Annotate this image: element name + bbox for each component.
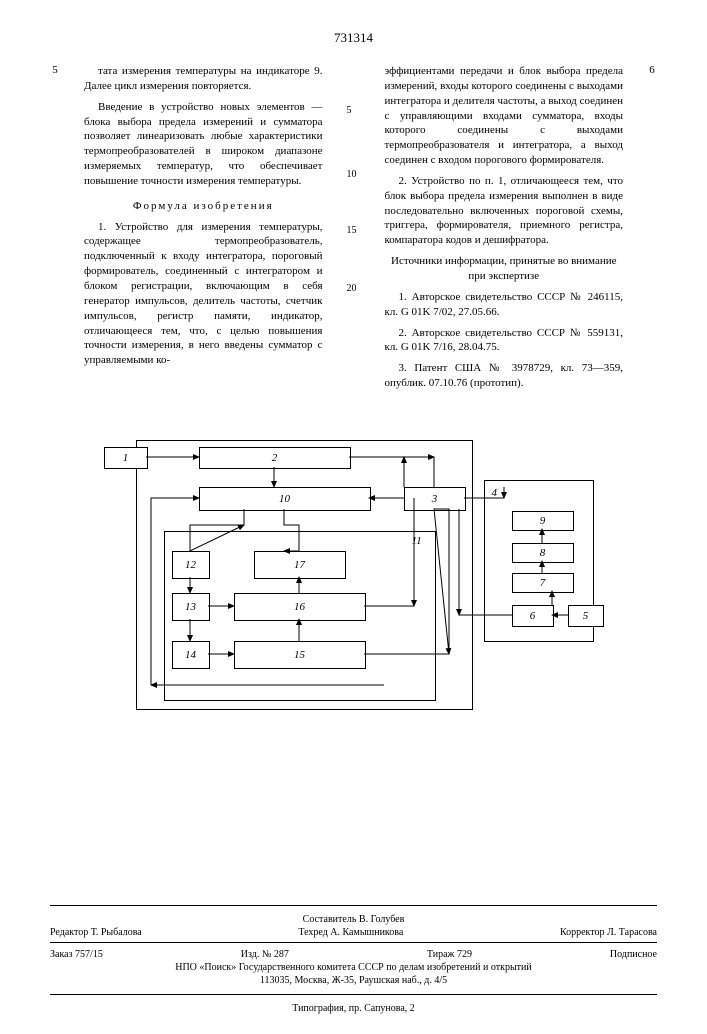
col-num-left: 5 (50, 64, 60, 397)
left-p1: тата измерения температуры на индикаторе… (84, 64, 323, 94)
compiler: Составитель В. Голубев (50, 914, 657, 925)
footer: Составитель В. Голубев Редактор Т. Рыбал… (50, 905, 657, 995)
text-columns: 5 тата измерения температуры на индикато… (50, 64, 657, 397)
formula-title: Формула изобретения (84, 199, 323, 214)
line-num: 20 (347, 282, 357, 296)
addr: 113035, Москва, Ж-35, Раушская наб., д. … (50, 975, 657, 986)
line-num: 15 (347, 224, 357, 238)
source-3: 3. Патент США № 3978729, кл. 73—359, опу… (385, 361, 624, 391)
line-number-gutter: 5 10 15 20 (347, 64, 361, 397)
org: НПО «Поиск» Государственного комитета СС… (50, 962, 657, 973)
left-p3: 1. Устройство для измерения температуры,… (84, 220, 323, 368)
source-1: 1. Авторское свидетельство СССР № 246115… (385, 290, 624, 320)
line-num: 10 (347, 168, 357, 182)
right-p2: 2. Устройство по п. 1, отличающееся тем,… (385, 174, 624, 248)
sub: Подписное (610, 949, 657, 960)
corrector: Корректор Л. Тарасова (560, 927, 657, 938)
izd: Изд. № 287 (241, 949, 289, 960)
left-p2: Введение в устройство новых элементов — … (84, 100, 323, 189)
techred: Техред А. Камышникова (298, 927, 403, 938)
right-p1: эффициентами передачи и блок выбора пред… (385, 64, 624, 168)
tirazh: Тираж 729 (427, 949, 472, 960)
sources-title: Источники информации, принятые во вниман… (385, 254, 624, 284)
page: 731314 5 тата измерения температуры на и… (0, 0, 707, 1034)
line-num: 5 (347, 104, 352, 118)
typography: Типография, пр. Сапунова, 2 (50, 1003, 657, 1014)
left-column: тата измерения температуры на индикаторе… (84, 64, 323, 397)
editor: Редактор Т. Рыбалова (50, 927, 142, 938)
source-2: 2. Авторское свидетельство СССР № 559131… (385, 326, 624, 356)
right-column: эффициентами передачи и блок выбора пред… (385, 64, 624, 397)
order: Заказ 757/15 (50, 949, 103, 960)
diagram-connections (104, 425, 604, 725)
patent-number: 731314 (50, 30, 657, 46)
col-num-right: 6 (647, 64, 657, 397)
block-diagram: 1112345678910121314151617 (104, 425, 604, 725)
